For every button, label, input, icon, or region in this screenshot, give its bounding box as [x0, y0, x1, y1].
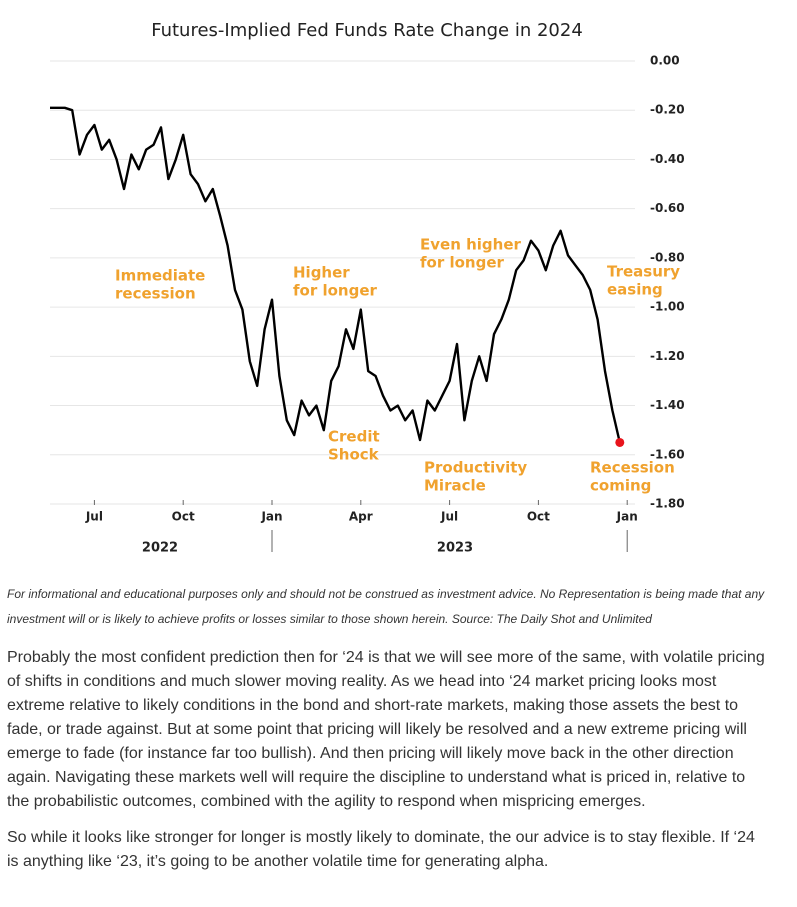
caption: For informational and educational purpos…	[7, 587, 765, 601]
year-label: 2023	[437, 541, 473, 556]
end-marker	[615, 437, 625, 447]
annotation: Shock	[328, 446, 380, 464]
y-tick-label: -1.00	[650, 300, 685, 314]
paragraph: So while it looks like stronger for long…	[7, 829, 755, 870]
y-tick-label: -1.40	[650, 398, 685, 412]
y-tick-label: -0.60	[650, 201, 685, 215]
annotation: Higher	[293, 264, 350, 282]
x-tick-label: Jan	[260, 510, 282, 524]
x-tick-label: Jul	[85, 510, 103, 524]
annotation: Immediate	[115, 267, 205, 285]
y-tick-label: -1.60	[650, 447, 685, 461]
x-tick-label: Oct	[527, 510, 550, 524]
y-tick-label: 0.00	[650, 54, 680, 68]
annotation: Credit	[328, 428, 380, 446]
annotation: for longer	[420, 254, 504, 272]
x-tick-label: Apr	[349, 510, 373, 524]
y-tick-label: -1.20	[650, 349, 685, 363]
annotation: Even higher	[420, 236, 522, 254]
annotation: Treasury	[607, 263, 680, 281]
annotation: coming	[590, 477, 651, 495]
line	[50, 106, 621, 443]
annotation: recession	[115, 285, 196, 303]
paragraph: Probably the most confident prediction t…	[7, 649, 765, 810]
y-tick-label: -0.40	[650, 152, 685, 166]
y-tick-label: -1.80	[650, 497, 685, 511]
annotation: Productivity	[424, 459, 527, 477]
caption: investment will or is likely to achieve …	[7, 612, 652, 626]
year-label: 2022	[142, 541, 178, 556]
annotation: easing	[607, 281, 663, 299]
y-tick-label: -0.20	[650, 103, 685, 117]
chart-title: Futures-Implied Fed Funds Rate Change in…	[151, 20, 583, 41]
annotation: for longer	[293, 282, 377, 300]
x-tick-label: Jan	[616, 510, 638, 524]
annotation: Miracle	[424, 477, 486, 495]
x-tick-label: Jul	[440, 510, 458, 524]
x-tick-label: Oct	[172, 510, 195, 524]
annotation: Recession	[590, 459, 675, 477]
y-tick-label: -0.80	[650, 250, 685, 264]
chart: Futures-Implied Fed Funds Rate Change in…	[50, 20, 685, 556]
